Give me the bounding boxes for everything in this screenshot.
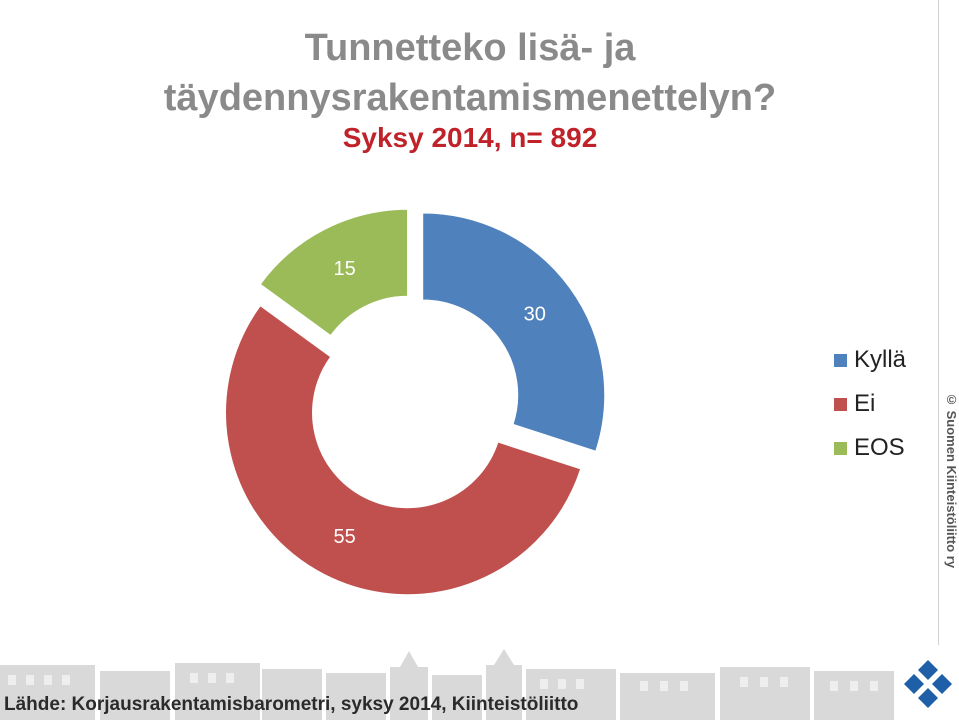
chart-area: Tunnetteko lisä- ja täydennysrakentamism… xyxy=(163,0,939,645)
legend-item-kylla: Kyllä xyxy=(834,338,906,382)
legend-label-kylla: Kyllä xyxy=(854,346,907,373)
donut-slice-ei xyxy=(225,305,582,596)
donut-slice-kyllä xyxy=(422,212,606,452)
chart-title-line-1: Tunnetteko lisä- ja xyxy=(304,27,636,69)
source-note: Lähde: Korjausrakentamisbarometri, syksy… xyxy=(4,694,579,715)
data-label-ei: 55 xyxy=(334,526,356,548)
legend-swatch-kylla xyxy=(834,353,847,367)
chart-subtitle: Syksy 2014, n= 892 xyxy=(342,122,598,153)
legend-swatch-eos xyxy=(834,441,847,455)
donut-chart: 30 55 15 xyxy=(225,208,606,596)
data-label-kyllä: 30 xyxy=(524,304,546,326)
legend-swatch-ei xyxy=(834,397,847,411)
data-label-eos: 15 xyxy=(334,258,356,280)
kiinteistoliitto-logo-icon xyxy=(904,660,952,708)
legend-item-ei: Ei xyxy=(834,382,906,426)
building-skyline-image xyxy=(0,649,894,720)
copyright-notice: © Suomen Kiinteistöliitto ry xyxy=(944,392,959,569)
legend-label-eos: EOS xyxy=(854,434,905,461)
donut-slice-eos xyxy=(259,208,409,337)
legend-item-eos: EOS xyxy=(834,426,906,470)
chart-title-line-2: täydennysrakentamismenettelyn? xyxy=(163,77,777,119)
legend: Kyllä Ei EOS xyxy=(834,338,906,470)
legend-label-ei: Ei xyxy=(854,390,876,417)
